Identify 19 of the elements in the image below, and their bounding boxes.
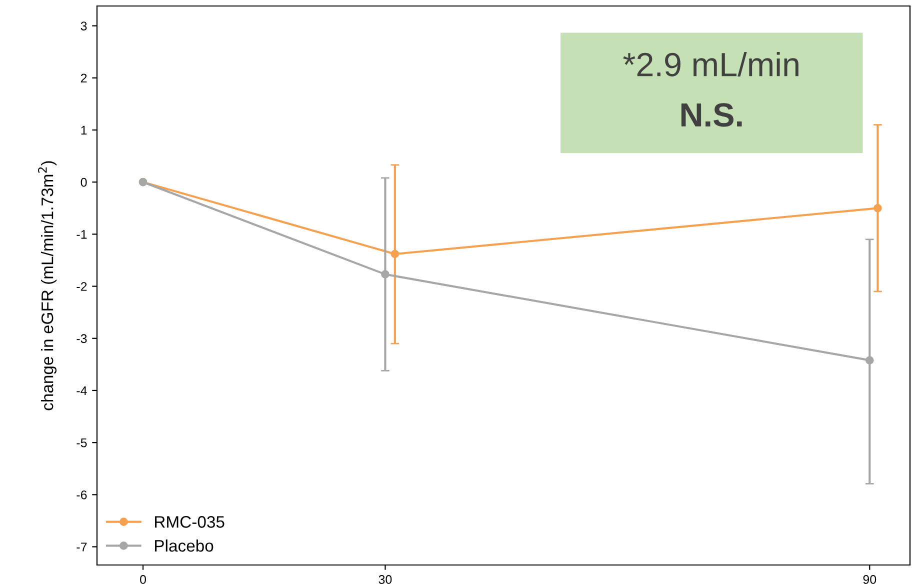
y-tick-label: 0 (80, 178, 87, 187)
legend-label: Placebo (155, 539, 214, 552)
x-tick-label: 90 (863, 575, 876, 584)
x-tick-label: 30 (378, 575, 392, 584)
annotation: N.S. (681, 103, 742, 127)
y-tick-label: -5 (76, 438, 87, 448)
y-tick-label: -4 (76, 386, 87, 396)
y-tick-label: 1 (81, 126, 87, 135)
y-tick-label: -6 (76, 490, 87, 500)
y-tick-label: -1 (76, 230, 87, 239)
y-axis-title: change in eGFR (mL/min/1.73m$^{2}$) (38, 161, 57, 410)
x-tick-label: 0 (140, 575, 146, 584)
legend-label: RMC-035 (155, 516, 224, 528)
y-tick-label: -3 (76, 334, 87, 344)
y-tick-label: 2 (80, 74, 87, 82)
y-tick-label: -7 (76, 542, 87, 552)
annotation: *2.9 mL/min (623, 52, 798, 76)
y-tick-label: -2 (76, 282, 87, 291)
y-tick-label: 3 (80, 22, 87, 30)
